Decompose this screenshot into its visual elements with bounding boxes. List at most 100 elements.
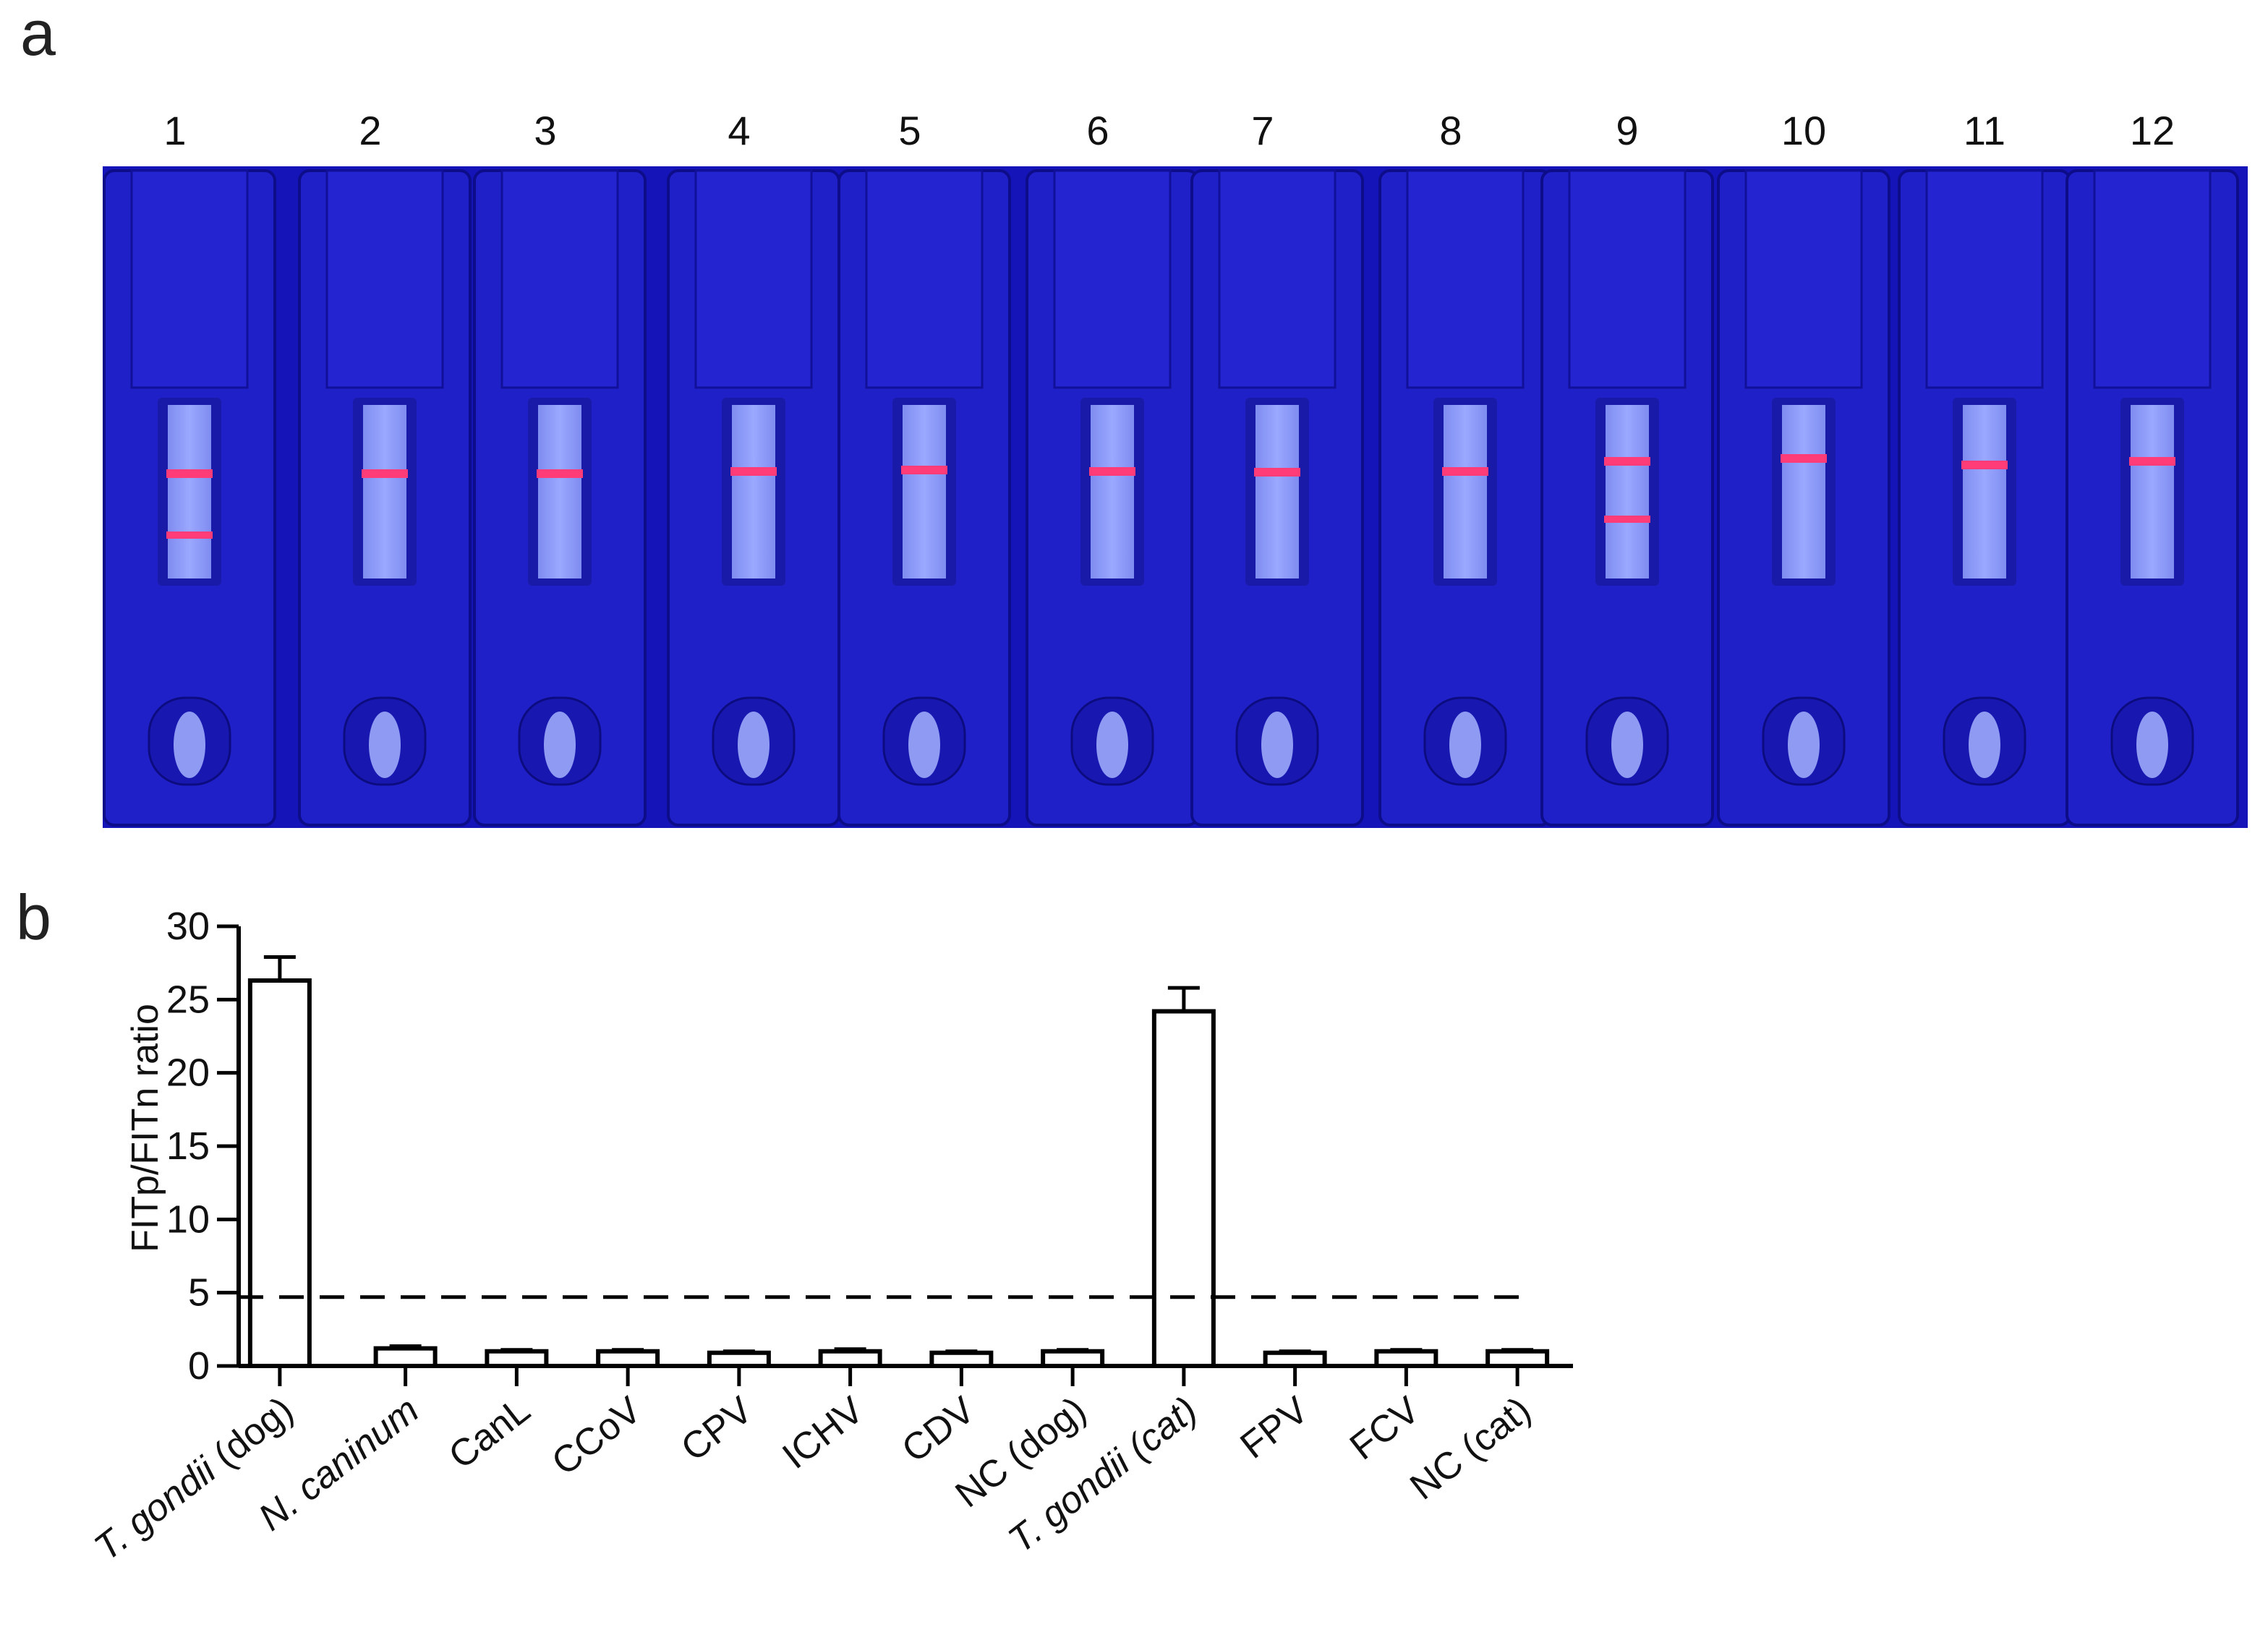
test-strip-11 xyxy=(1898,169,2071,827)
sample-well xyxy=(1969,712,2000,778)
lane-number-7: 7 xyxy=(1251,108,1274,153)
panel-label-b: b xyxy=(16,881,51,953)
membrane xyxy=(1256,405,1299,578)
cassette-top xyxy=(2093,169,2212,389)
sample-well xyxy=(908,712,940,778)
sample-well xyxy=(544,712,576,778)
x-tick-label: ICHV xyxy=(775,1389,871,1477)
test-strip-2 xyxy=(298,169,472,827)
strip-photo xyxy=(103,166,2248,828)
panel-label-a: a xyxy=(20,0,56,69)
y-tick-label: 30 xyxy=(166,905,210,948)
bar xyxy=(1374,1349,1438,1368)
bar xyxy=(818,1349,882,1368)
bar-group xyxy=(373,1344,438,1369)
membrane xyxy=(1782,405,1825,578)
test-line xyxy=(1604,516,1650,523)
sample-well xyxy=(1449,712,1481,778)
x-tick-label: CPV xyxy=(673,1389,760,1470)
membrane xyxy=(732,405,775,578)
cassette-top xyxy=(1925,169,2044,389)
sample-well xyxy=(1096,712,1128,778)
control-line xyxy=(1781,454,1827,463)
bar-group xyxy=(818,1347,882,1368)
bar xyxy=(1041,1349,1105,1368)
control-line xyxy=(1442,467,1488,476)
test-strip-8 xyxy=(1378,169,1552,827)
lane-number-4: 4 xyxy=(728,108,750,153)
sample-well xyxy=(2136,712,2168,778)
bar-group xyxy=(596,1348,660,1368)
bar-group xyxy=(1151,986,1216,1368)
y-tick-label: 15 xyxy=(166,1124,210,1168)
y-tick-label: 20 xyxy=(166,1051,210,1095)
y-axis-title: FITp/FITn ratio xyxy=(124,1004,166,1252)
lane-number-10: 10 xyxy=(1781,108,1826,153)
control-line xyxy=(166,469,213,478)
test-strip-9 xyxy=(1540,169,1714,827)
test-strip-12 xyxy=(2066,169,2239,827)
cassette-top xyxy=(325,169,444,389)
cassette-top xyxy=(1406,169,1525,389)
y-tick-label: 0 xyxy=(188,1344,210,1388)
membrane xyxy=(1444,405,1487,578)
membrane xyxy=(2131,405,2174,578)
lane-number-2: 2 xyxy=(359,108,381,153)
x-tick-label: T. gondii (dog) xyxy=(87,1389,301,1569)
membrane xyxy=(1963,405,2006,578)
sample-well xyxy=(1611,712,1643,778)
bar-chart: 0 5 10 15 20 25 30 FITp/FITn ratio T. gondii (d… xyxy=(87,905,1573,1569)
lane-number-5: 5 xyxy=(898,108,921,153)
control-line xyxy=(2129,457,2175,466)
control-line xyxy=(730,467,777,476)
cassette-top xyxy=(1744,169,1863,389)
lane-number-1: 1 xyxy=(163,108,186,153)
lane-number-9: 9 xyxy=(1616,108,1638,153)
lane-number-11: 11 xyxy=(1964,108,2005,153)
control-line xyxy=(1254,468,1300,477)
sample-well xyxy=(738,712,770,778)
bar xyxy=(596,1349,660,1368)
x-tick-label: CCoV xyxy=(544,1389,649,1484)
y-tick-label: 25 xyxy=(166,978,210,1021)
bar-group xyxy=(485,1348,549,1368)
y-tick-label: 10 xyxy=(166,1197,210,1241)
bar-group xyxy=(929,1349,994,1369)
test-strip-5 xyxy=(837,169,1011,827)
x-tick-label: T. gondii (cat) xyxy=(1001,1389,1205,1561)
bar-group xyxy=(1041,1348,1105,1368)
lane-numbers: 1 2 3 4 5 6 7 8 9 10 11 12 xyxy=(163,108,2175,153)
cassette-top xyxy=(694,169,813,389)
control-line xyxy=(901,466,947,474)
control-line xyxy=(1089,467,1135,476)
sample-well xyxy=(1788,712,1820,778)
test-strip-3 xyxy=(473,169,647,827)
bar-group xyxy=(1263,1349,1327,1369)
lane-number-3: 3 xyxy=(534,108,556,153)
sample-well xyxy=(369,712,401,778)
x-tick-label: FCV xyxy=(1342,1389,1428,1469)
membrane xyxy=(1606,405,1649,578)
cassette-top xyxy=(865,169,984,389)
bar-group xyxy=(1374,1348,1438,1368)
bar-group xyxy=(1485,1348,1550,1368)
bar xyxy=(1485,1349,1550,1368)
x-tick-label: FPV xyxy=(1233,1389,1317,1467)
bar xyxy=(485,1349,549,1368)
control-line xyxy=(362,469,408,478)
bar-group xyxy=(247,955,312,1368)
cassette-top xyxy=(1053,169,1172,389)
lane-number-6: 6 xyxy=(1086,108,1109,153)
membrane xyxy=(1091,405,1134,578)
test-strip-1 xyxy=(103,169,276,827)
control-line xyxy=(1961,461,2008,469)
membrane xyxy=(363,405,406,578)
bar xyxy=(1151,1009,1216,1368)
test-strip-7 xyxy=(1190,169,1364,827)
test-strip-4 xyxy=(667,169,840,827)
cassette-top xyxy=(1568,169,1687,389)
cassette-top xyxy=(130,169,249,389)
lane-number-8: 8 xyxy=(1439,108,1462,153)
cassette-top xyxy=(500,169,619,389)
cassette-top xyxy=(1218,169,1336,389)
